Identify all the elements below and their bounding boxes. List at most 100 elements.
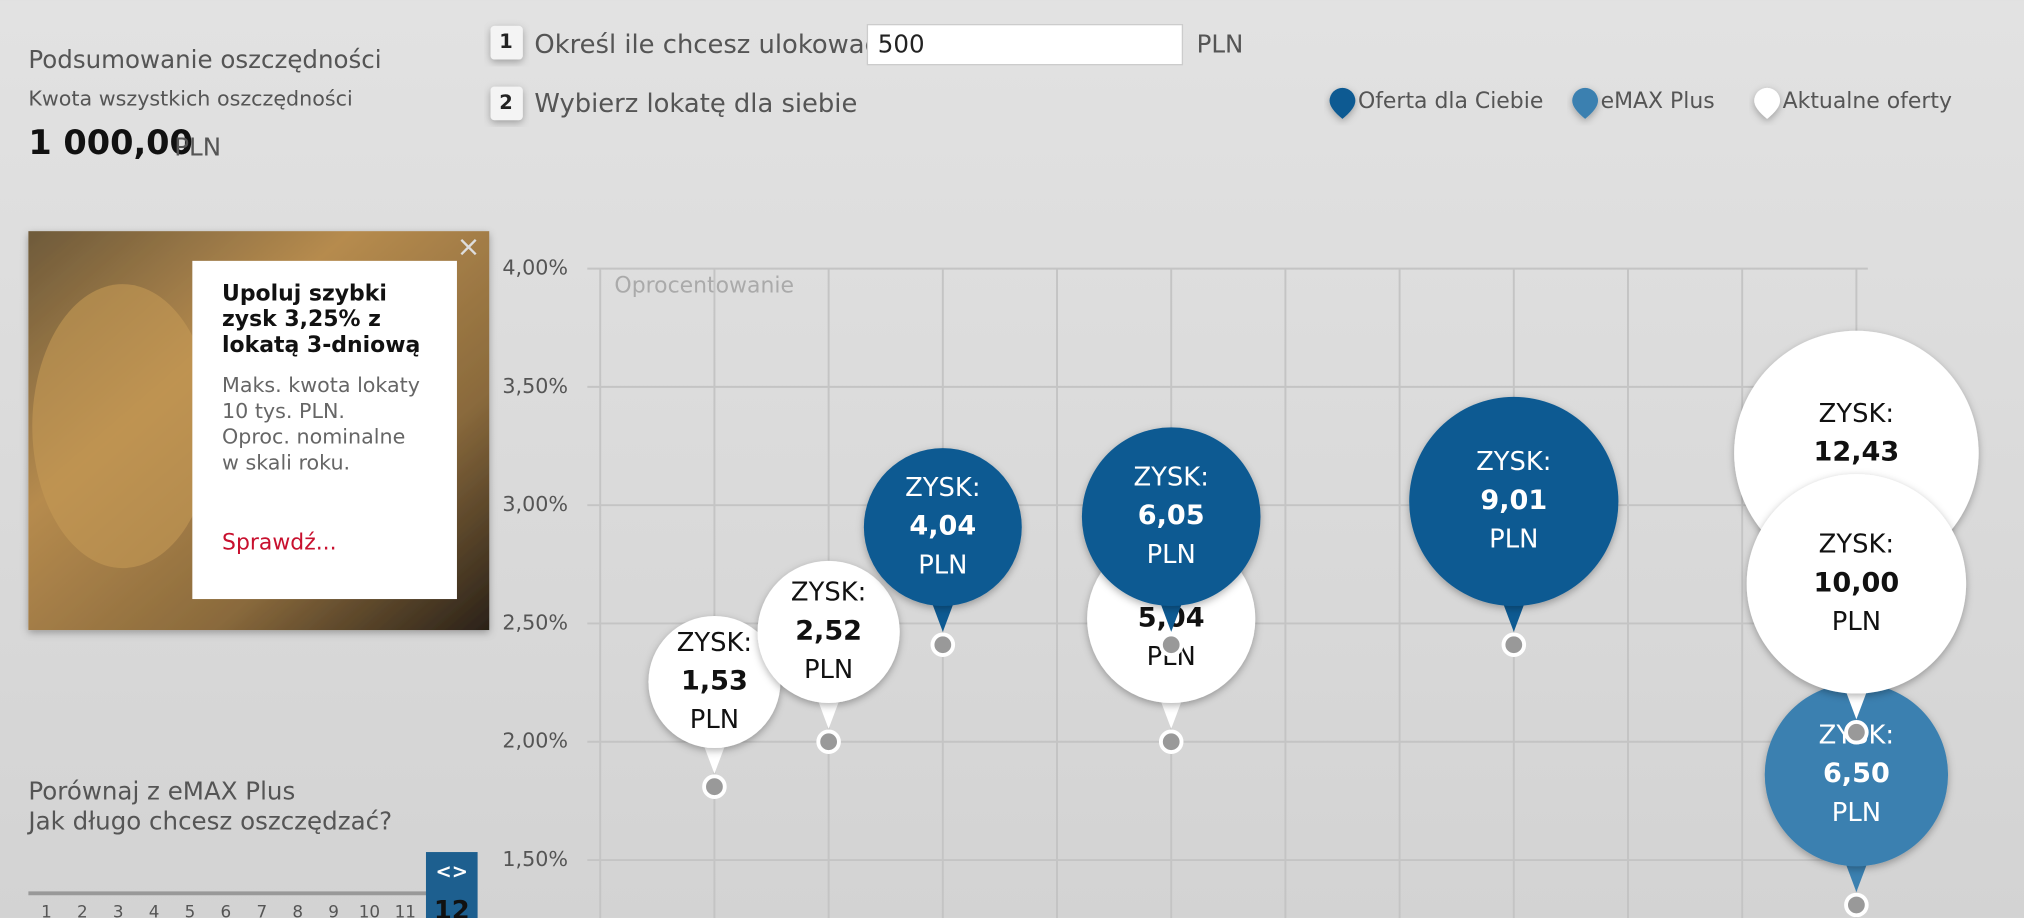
- promo-title: Upoluj szybki: [222, 281, 387, 306]
- slider-scale-label: 1: [41, 902, 52, 918]
- data-point: [1501, 632, 1527, 658]
- promo-link[interactable]: Sprawdź...: [222, 531, 337, 556]
- bubble-unit: PLN: [918, 550, 967, 580]
- bubble-pointer: [1844, 861, 1869, 893]
- bubble-pointer: [817, 697, 841, 729]
- promo-body: w skali roku.: [222, 451, 350, 475]
- bubble-pointer: [702, 742, 727, 774]
- compare-title: Porównaj z eMAX Plus: [28, 777, 295, 806]
- y-tick-label: 2,00%: [502, 729, 568, 753]
- slider-scale-label: 2: [77, 902, 88, 918]
- amount-unit: PLN: [1197, 29, 1244, 58]
- y-tick-label: 2,50%: [502, 610, 568, 634]
- step-label: Wybierz lokatę dla siebie: [534, 89, 857, 119]
- legend-marker: [1329, 87, 1356, 119]
- bubble-pointer: [1159, 600, 1183, 632]
- bubble-unit: PLN: [804, 655, 853, 685]
- summary-title: Podsumowanie oszczędności: [28, 45, 381, 74]
- slider-handle-icon[interactable]: <>: [436, 860, 468, 883]
- bubble-profit: 4,04: [909, 511, 976, 542]
- bubble-unit: PLN: [1489, 525, 1538, 555]
- step-badge: [490, 86, 523, 121]
- bubble-label: ZYSK:: [1819, 399, 1894, 429]
- bubble-pointer: [931, 600, 955, 632]
- bubble-unit: PLN: [690, 705, 739, 735]
- legend-label: Oferta dla Ciebie: [1358, 89, 1543, 114]
- slider-value[interactable]: 12: [434, 896, 470, 918]
- bubble-body: [1764, 682, 1949, 867]
- y-tick-label: 3,00%: [502, 492, 568, 516]
- promo-title: zysk 3,25% z: [222, 307, 381, 332]
- slider-scale-label: 6: [221, 902, 232, 918]
- slider-scale-label: 5: [185, 902, 196, 918]
- summary-currency: PLN: [174, 133, 221, 162]
- bubble-body: [863, 448, 1022, 607]
- data-point: [1844, 892, 1869, 918]
- bubble: ZYSK: 9,01 PLN: [1409, 396, 1619, 658]
- bubble-profit: 6,05: [1138, 500, 1205, 531]
- y-tick-label: 4,00%: [502, 256, 568, 280]
- promo-body: 10 tys. PLN.: [222, 399, 345, 423]
- summary-subtitle: Kwota wszystkich oszczędności: [28, 87, 352, 111]
- bubble-label: ZYSK:: [1476, 447, 1551, 477]
- bubble: ZYSK: 6,05 PLN: [1081, 427, 1261, 658]
- data-point: [1844, 720, 1869, 745]
- step-number: 2: [499, 91, 512, 114]
- bubble: ZYSK: 1,53 PLN: [648, 615, 781, 799]
- data-point: [930, 632, 956, 658]
- close-button[interactable]: ×: [457, 230, 481, 263]
- bubble-profit: 12,43: [1814, 437, 1900, 468]
- slider-scale-label: 10: [359, 902, 380, 918]
- bubble-unit: PLN: [1832, 798, 1881, 828]
- slider-scale-label: 3: [113, 902, 124, 918]
- step-label: Określ ile chcesz ulokować: [534, 30, 878, 60]
- axis-label: Oprocentowanie: [614, 274, 794, 299]
- bubble: ZYSK: 10,00 PLN: [1746, 474, 1967, 745]
- y-tick-label: 1,50%: [502, 847, 568, 871]
- amount-input[interactable]: [866, 23, 1184, 66]
- bubble: ZYSK: 2,52 PLN: [757, 560, 900, 755]
- data-point: [702, 774, 727, 799]
- bubble-pointer: [1844, 688, 1869, 720]
- bubble-profit: 2,52: [795, 615, 862, 646]
- bubble-label: ZYSK:: [1134, 462, 1209, 492]
- slider-scale-label: 11: [395, 902, 416, 918]
- bubble-profit: 1,53: [681, 665, 748, 696]
- bubble-label: ZYSK:: [677, 628, 752, 658]
- bubble-body: [1746, 474, 1967, 694]
- bubble-label: ZYSK:: [1819, 530, 1894, 560]
- data-point: [816, 729, 841, 755]
- bubble-body: [1081, 427, 1261, 607]
- slider-handle[interactable]: [425, 852, 478, 918]
- bubble-body: [648, 615, 781, 748]
- bubble-profit: 9,01: [1480, 485, 1547, 516]
- legend-marker: [1572, 87, 1599, 119]
- slider-scale-label: 8: [292, 902, 303, 918]
- bubble-label: ZYSK:: [791, 578, 866, 608]
- legend-label: Aktualne oferty: [1783, 89, 1952, 114]
- bubble-label: ZYSK:: [905, 473, 980, 503]
- bubble: ZYSK: 4,04 PLN: [863, 448, 1022, 658]
- bubble-pointer: [1502, 600, 1526, 632]
- summary-amount: 1 000,00: [28, 123, 192, 162]
- bubble-unit: PLN: [1147, 540, 1196, 570]
- compare-question: Jak długo chcesz oszczędzać?: [26, 806, 392, 835]
- step-number: 1: [499, 30, 512, 53]
- slider-scale-label: 7: [256, 902, 267, 918]
- promo-body: Maks. kwota lokaty: [222, 373, 420, 397]
- bubble-body: [1409, 396, 1619, 607]
- amount-input-value[interactable]: 500: [878, 29, 925, 58]
- promo-box: [192, 260, 457, 600]
- promo-title: lokatą 3-dniową: [222, 333, 420, 358]
- leopard: [32, 284, 213, 569]
- slider-scale-label: 9: [328, 902, 339, 918]
- legend-marker: [1754, 87, 1781, 119]
- promo-body: Oproc. nominalne: [222, 425, 405, 449]
- slider-scale-label: 4: [149, 902, 160, 918]
- bubble-profit: 10,00: [1814, 567, 1900, 598]
- step-badge: [490, 25, 523, 60]
- bubble-unit: PLN: [1832, 607, 1881, 637]
- data-point: [1158, 729, 1184, 755]
